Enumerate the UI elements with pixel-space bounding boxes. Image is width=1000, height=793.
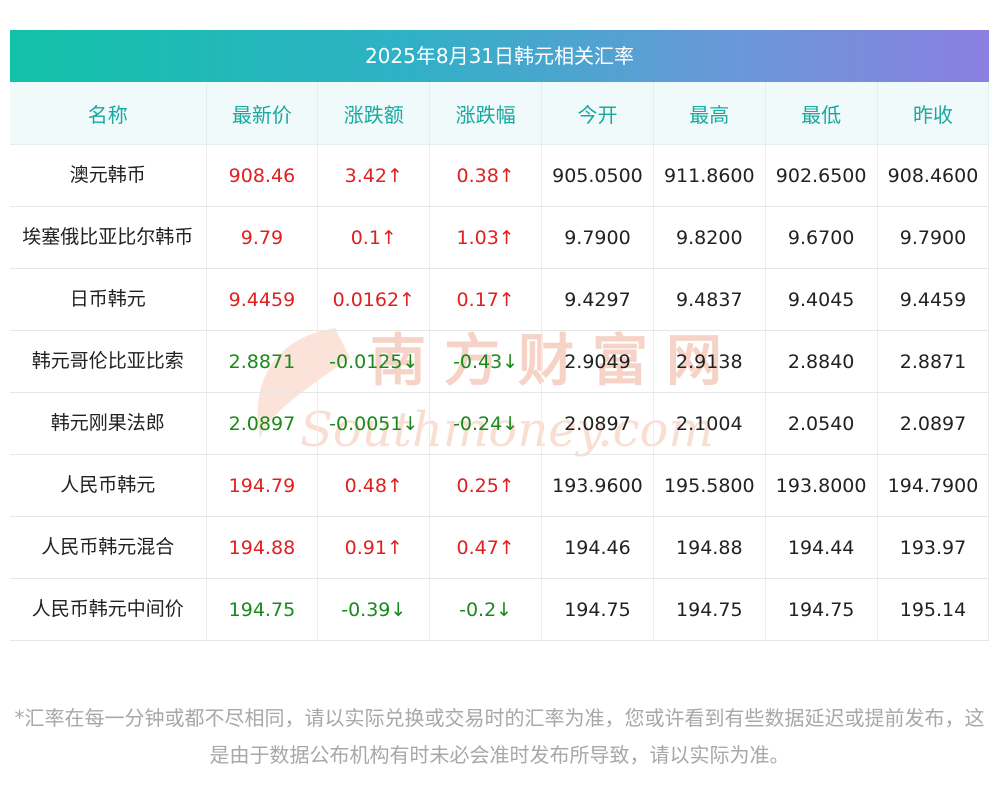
cell-latest: 2.0897: [206, 392, 319, 455]
cell-high: 9.8200: [653, 206, 766, 269]
table-row: 韩元刚果法郎 2.0897 -0.0051↓ -0.24↓ 2.0897 2.1004 2.…: [10, 392, 990, 455]
cell-open: 193.9600: [541, 454, 654, 517]
cell-pct: 0.25↑: [429, 454, 543, 517]
rates-table: 名称 最新价 涨跌额 涨跌幅 今开 最高 最低 昨收 澳元韩币 908.46 3.4…: [10, 82, 990, 641]
table-row: 人民币韩元混合 194.88 0.91↑ 0.47↑ 194.46 194.88 194.4…: [10, 516, 990, 579]
cell-open: 194.75: [541, 578, 654, 641]
cell-open: 2.9049: [541, 330, 654, 393]
cell-high: 2.9138: [653, 330, 766, 393]
cell-low: 194.75: [765, 578, 878, 641]
cell-low: 2.8840: [765, 330, 878, 393]
cell-pct: 0.47↑: [429, 516, 543, 579]
cell-change: 0.1↑: [317, 206, 431, 269]
cell-high: 911.8600: [653, 144, 766, 207]
cell-change: 3.42↑: [317, 144, 431, 207]
cell-low: 194.44: [765, 516, 878, 579]
cell-low: 9.6700: [765, 206, 878, 269]
cell-latest: 194.88: [206, 516, 319, 579]
cell-change: 0.48↑: [317, 454, 431, 517]
cell-high: 2.1004: [653, 392, 766, 455]
cell-high: 194.88: [653, 516, 766, 579]
row-name: 澳元韩币: [10, 144, 207, 207]
cell-pct: -0.2↓: [429, 578, 543, 641]
cell-open: 9.7900: [541, 206, 654, 269]
cell-prev: 193.97: [877, 516, 990, 579]
cell-prev: 194.7900: [877, 454, 990, 517]
col-header-high: 最高: [653, 82, 766, 145]
cell-low: 902.6500: [765, 144, 878, 207]
cell-open: 194.46: [541, 516, 654, 579]
col-header-prev: 昨收: [877, 82, 990, 145]
col-header-pct: 涨跌幅: [429, 82, 543, 145]
cell-prev: 908.4600: [877, 144, 990, 207]
cell-prev: 9.4459: [877, 268, 990, 331]
cell-prev: 9.7900: [877, 206, 990, 269]
cell-latest: 2.8871: [206, 330, 319, 393]
cell-high: 194.75: [653, 578, 766, 641]
row-name: 韩元刚果法郎: [10, 392, 207, 455]
row-name: 韩元哥伦比亚比索: [10, 330, 207, 393]
row-name: 人民币韩元: [10, 454, 207, 517]
cell-open: 905.0500: [541, 144, 654, 207]
cell-prev: 2.8871: [877, 330, 990, 393]
table-row: 人民币韩元中间价 194.75 -0.39↓ -0.2↓ 194.75 194.75 194…: [10, 578, 990, 641]
col-header-change: 涨跌额: [317, 82, 431, 145]
cell-pct: 1.03↑: [429, 206, 543, 269]
cell-low: 193.8000: [765, 454, 878, 517]
cell-prev: 195.14: [877, 578, 990, 641]
cell-change: 0.91↑: [317, 516, 431, 579]
cell-low: 9.4045: [765, 268, 878, 331]
row-name: 日币韩元: [10, 268, 207, 331]
col-header-open: 今开: [541, 82, 654, 145]
cell-pct: -0.43↓: [429, 330, 543, 393]
cell-high: 195.5800: [653, 454, 766, 517]
cell-latest: 9.79: [206, 206, 319, 269]
cell-prev: 2.0897: [877, 392, 990, 455]
cell-latest: 194.79: [206, 454, 319, 517]
cell-low: 2.0540: [765, 392, 878, 455]
rates-panel: 2025年8月31日韩元相关汇率 名称 最新价 涨跌额 涨跌幅 今开 最高 最低…: [10, 30, 990, 641]
row-name: 埃塞俄比亚比尔韩币: [10, 206, 207, 269]
table-row: 埃塞俄比亚比尔韩币 9.79 0.1↑ 1.03↑ 9.7900 9.8200 9.6700…: [10, 206, 990, 269]
cell-open: 9.4297: [541, 268, 654, 331]
row-name: 人民币韩元混合: [10, 516, 207, 579]
col-header-latest: 最新价: [206, 82, 319, 145]
cell-change: 0.0162↑: [317, 268, 431, 331]
table-title: 2025年8月31日韩元相关汇率: [10, 30, 989, 82]
cell-change: -0.39↓: [317, 578, 431, 641]
cell-high: 9.4837: [653, 268, 766, 331]
table-row: 人民币韩元 194.79 0.48↑ 0.25↑ 193.9600 195.5800 193…: [10, 454, 990, 517]
table-row: 澳元韩币 908.46 3.42↑ 0.38↑ 905.0500 911.8600 902.…: [10, 144, 990, 207]
cell-change: -0.0051↓: [317, 392, 431, 455]
col-header-low: 最低: [765, 82, 878, 145]
table-row: 日币韩元 9.4459 0.0162↑ 0.17↑ 9.4297 9.4837 9.4045…: [10, 268, 990, 331]
cell-latest: 9.4459: [206, 268, 319, 331]
cell-latest: 908.46: [206, 144, 319, 207]
row-name: 人民币韩元中间价: [10, 578, 207, 641]
cell-pct: 0.38↑: [429, 144, 543, 207]
cell-pct: 0.17↑: [429, 268, 543, 331]
cell-change: -0.0125↓: [317, 330, 431, 393]
cell-latest: 194.75: [206, 578, 319, 641]
cell-open: 2.0897: [541, 392, 654, 455]
table-row: 韩元哥伦比亚比索 2.8871 -0.0125↓ -0.43↓ 2.9049 2.9138…: [10, 330, 990, 393]
footnote: *汇率在每一分钟或都不尽相同，请以实际兑换或交易时的汇率为准，您或许看到有些数据…: [14, 706, 985, 767]
col-header-name: 名称: [10, 82, 207, 145]
cell-pct: -0.24↓: [429, 392, 543, 455]
table-header-row: 名称 最新价 涨跌额 涨跌幅 今开 最高 最低 昨收: [10, 82, 990, 145]
